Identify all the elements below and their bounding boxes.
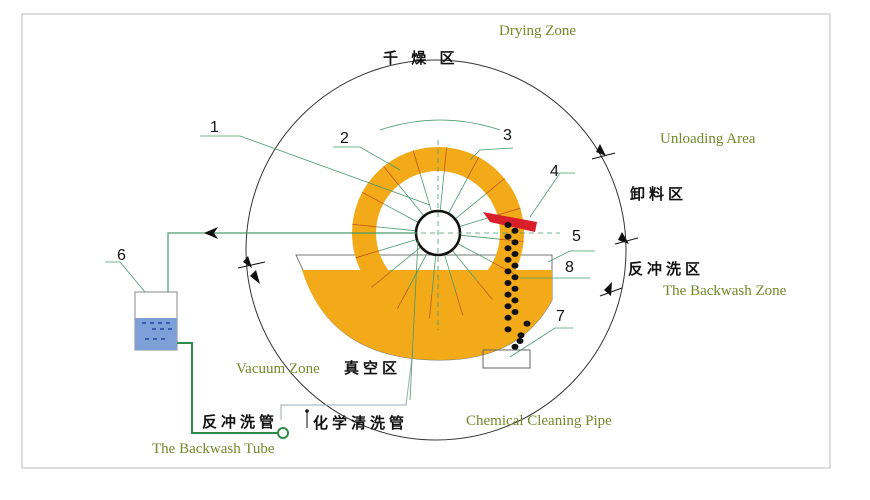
vacuum-pipe bbox=[167, 232, 416, 292]
cake-particle bbox=[504, 268, 512, 275]
cake-particle bbox=[504, 245, 512, 252]
leader-vacuum bbox=[409, 239, 419, 401]
cake-particle bbox=[511, 285, 519, 292]
spoke bbox=[457, 243, 493, 263]
spoke bbox=[389, 246, 422, 273]
scraper bbox=[483, 212, 537, 232]
ring-segment bbox=[466, 157, 480, 179]
spoke bbox=[451, 249, 478, 282]
valve-dot bbox=[305, 409, 309, 413]
ring-segment bbox=[476, 280, 493, 300]
backwash-tube-cn: 反冲洗管 bbox=[202, 413, 278, 431]
cake-particle bbox=[504, 222, 512, 228]
ring-segment bbox=[499, 238, 524, 242]
cake-particle bbox=[523, 320, 531, 327]
drying-zone-en: Drying Zone bbox=[499, 23, 576, 39]
backwash-tube-en: The Backwash Tube bbox=[152, 441, 275, 457]
spoke bbox=[443, 253, 457, 293]
cake-particle bbox=[511, 343, 519, 350]
cake-particle bbox=[511, 251, 519, 257]
cake-particle bbox=[511, 274, 519, 281]
cake-particle bbox=[504, 291, 512, 298]
callout-5: 5 bbox=[572, 228, 581, 245]
drum-spokes bbox=[376, 171, 500, 295]
spoke bbox=[448, 178, 468, 214]
cake-particle bbox=[504, 303, 512, 310]
pump-icon bbox=[277, 427, 289, 439]
callout-3: 3 bbox=[503, 127, 512, 144]
unloading-en: Unloading Area bbox=[660, 131, 756, 147]
callout-7: 7 bbox=[556, 308, 565, 325]
ring-segment bbox=[429, 294, 433, 319]
ring-segment bbox=[383, 166, 400, 186]
zone-circle bbox=[245, 59, 627, 441]
cake-particle bbox=[511, 309, 519, 315]
cake-particle bbox=[504, 314, 512, 321]
cake-particle bbox=[517, 332, 525, 339]
falling-cake bbox=[504, 222, 531, 350]
spoke bbox=[459, 234, 500, 240]
chem-pipe bbox=[280, 349, 414, 420]
spoke bbox=[378, 238, 418, 252]
callout-2: 2 bbox=[340, 130, 349, 147]
cake-particle bbox=[511, 297, 519, 304]
cake-particle bbox=[504, 233, 512, 240]
ring-segment bbox=[497, 207, 521, 216]
ring-segment bbox=[371, 271, 391, 288]
flow-arrow bbox=[204, 227, 218, 239]
cake-particle bbox=[511, 262, 519, 269]
spoke bbox=[454, 193, 487, 220]
ring-segment bbox=[362, 191, 384, 205]
frame bbox=[21, 13, 831, 469]
backwash-zone-en: The Backwash Zone bbox=[663, 283, 787, 299]
spoke bbox=[383, 203, 419, 223]
ring-segment bbox=[396, 287, 410, 309]
ring-segment bbox=[355, 250, 379, 259]
ring-segment bbox=[455, 292, 464, 316]
callout-4: 4 bbox=[550, 163, 559, 180]
chem-pipe-cn: 化学清洗管 bbox=[313, 414, 408, 432]
callout-1: 1 bbox=[210, 119, 219, 136]
spoke bbox=[408, 252, 428, 288]
leader-lines bbox=[105, 119, 595, 358]
callout-8: 8 bbox=[565, 259, 574, 276]
cake-particle bbox=[504, 326, 512, 333]
ring-segment bbox=[412, 150, 421, 174]
ring-segment bbox=[443, 147, 447, 172]
spoke bbox=[439, 171, 445, 212]
callout-6: 6 bbox=[117, 247, 126, 264]
drying-zone-cn: 千 燥 区 bbox=[383, 49, 458, 67]
cake-particle bbox=[511, 227, 519, 234]
backwash-pipe bbox=[177, 342, 282, 434]
vacuum-zone-cn: 真空区 bbox=[344, 359, 401, 377]
liquid-dots bbox=[142, 322, 172, 340]
ring-segment bbox=[485, 178, 505, 195]
spoke bbox=[398, 184, 425, 217]
zone-arrows bbox=[243, 144, 629, 296]
ring-segment bbox=[352, 224, 377, 228]
spoke bbox=[419, 173, 433, 213]
chem-pipe-en: Chemical Cleaning Pipe bbox=[466, 413, 612, 429]
vacuum-zone-en: Vacuum Zone bbox=[236, 361, 320, 377]
receiver-liquid bbox=[135, 318, 177, 350]
spoke bbox=[376, 226, 417, 232]
spoke bbox=[431, 254, 437, 295]
unloading-cn: 卸料区 bbox=[630, 185, 687, 203]
cake-hopper bbox=[482, 349, 531, 369]
cake-particle bbox=[516, 338, 524, 344]
cake-particle bbox=[504, 256, 512, 263]
cake-particle bbox=[511, 239, 519, 246]
backwash-zone-cn: 反冲洗区 bbox=[628, 260, 704, 278]
cake-particle bbox=[504, 280, 512, 286]
